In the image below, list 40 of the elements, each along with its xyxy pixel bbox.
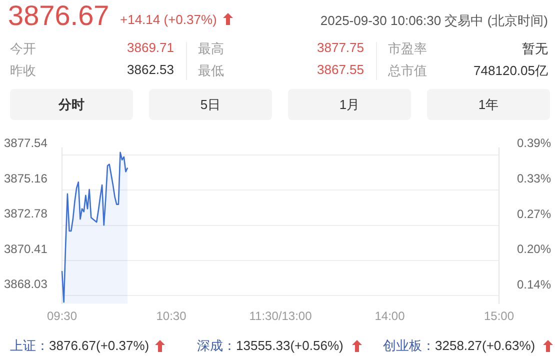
text: 上证：: [10, 338, 49, 353]
text: 3876.67(+0.37%): [49, 338, 150, 353]
text: 3869.71: [127, 40, 174, 55]
text: 暂无: [522, 40, 548, 58]
text: 748120.05亿: [474, 62, 548, 80]
y2-tick-label: 0.39%: [516, 136, 552, 150]
text: 3862.53: [127, 62, 174, 77]
text: 总市值: [388, 62, 427, 80]
y2-tick-label: 0.33%: [516, 172, 552, 186]
text: 今开: [10, 40, 36, 58]
y-tick-label: 3877.54: [4, 136, 48, 150]
text: 最低: [198, 62, 224, 80]
text: 3877.75: [317, 40, 364, 55]
x-tick-label: 14:00: [374, 309, 406, 324]
y-tick-label: 3872.78: [4, 206, 48, 221]
text: 1年: [427, 89, 550, 120]
text: 5日: [149, 89, 272, 120]
text: 创业板：: [383, 338, 435, 353]
text: 3258.27(+0.63%): [435, 338, 536, 353]
y-tick-label: 3870.41: [4, 242, 48, 256]
text: 昨收: [10, 62, 36, 80]
x-tick-label: 15:00: [484, 309, 514, 324]
text: 13555.33(+0.56%): [236, 338, 344, 353]
text: 1月: [288, 89, 411, 120]
text: 2025-09-30 10:06:30 交易中 (北京时间): [320, 12, 548, 30]
y2-tick-label: 0.14%: [516, 277, 552, 292]
text: 最高: [198, 40, 224, 58]
y2-tick-label: 0.20%: [516, 242, 552, 256]
y2-tick-label: 0.27%: [516, 207, 552, 222]
y-tick-label: 3875.16: [4, 171, 48, 186]
y-tick-label: 3868.03: [4, 277, 48, 292]
chart-subtitle: +14.14 (+0.37%): [120, 12, 217, 27]
text: 3867.55: [317, 62, 364, 77]
x-tick-label: 10:30: [156, 309, 187, 324]
x-tick-label: 11:30/13:00: [249, 309, 312, 324]
text: 深成：: [197, 338, 236, 353]
x-tick-label: 09:30: [46, 309, 78, 324]
text: 分时: [10, 89, 133, 120]
text: 市盈率: [388, 40, 427, 58]
chart-title: 3876.67: [8, 0, 110, 32]
